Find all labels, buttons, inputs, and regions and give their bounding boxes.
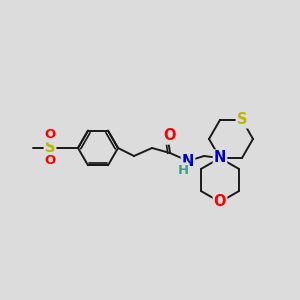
Text: O: O: [44, 154, 56, 167]
Text: O: O: [44, 128, 56, 142]
Text: N: N: [214, 151, 226, 166]
Text: O: O: [163, 128, 175, 143]
Text: O: O: [214, 194, 226, 209]
Text: N: N: [182, 154, 194, 169]
Text: H: H: [177, 164, 189, 176]
Text: S: S: [237, 112, 247, 128]
Text: S: S: [45, 140, 55, 155]
